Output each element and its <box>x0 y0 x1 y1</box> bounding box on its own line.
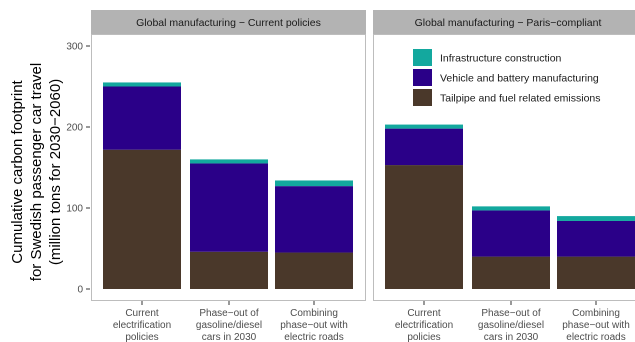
x-tick-label: Combining <box>290 308 338 319</box>
y-axis-title: Cumulative carbon footprint for Swedish … <box>9 63 64 281</box>
facet-strip-title: Global manufacturing − Current policies <box>136 17 321 29</box>
legend-swatch <box>413 69 432 86</box>
x-tick-label: phase−out with <box>562 320 630 331</box>
x-tick-label: cars in 2030 <box>484 332 539 342</box>
facet-strip <box>91 10 366 34</box>
bar-segment <box>275 186 353 253</box>
y-axis-title-line-3: (million tons for 2030−2060) <box>47 79 64 265</box>
bar-segment <box>103 149 181 289</box>
bar-segment <box>557 216 635 221</box>
x-tick-label: Combining <box>572 308 620 319</box>
bar-segment <box>103 82 181 87</box>
facet-strip <box>373 10 635 34</box>
x-tick-label: policies <box>407 332 440 342</box>
x-tick-label: electrification <box>113 320 171 331</box>
bar-segment <box>190 159 268 164</box>
x-tick-label: Phase−out of <box>199 308 258 319</box>
x-tick-label: gasoline/diesel <box>196 320 262 331</box>
legend-swatch <box>413 89 432 106</box>
facet-panel: Global manufacturing − Current policies C… <box>91 10 366 342</box>
facet-strip-title: Global manufacturing − Paris−compliant <box>415 17 602 29</box>
x-tick-label: phase−out with <box>280 320 348 331</box>
x-tick-label: electrification <box>395 320 453 331</box>
y-tick-label: 200 <box>66 123 83 134</box>
bar-segment <box>472 256 550 289</box>
bar-segment <box>190 251 268 289</box>
legend-label: Tailpipe and fuel related emissions <box>440 93 601 105</box>
bar-segment <box>472 206 550 211</box>
y-axis-title-line-2: for Swedish passenger car travel <box>28 63 45 281</box>
y-tick-label: 100 <box>66 204 83 215</box>
x-tick-label: electric roads <box>566 332 625 342</box>
legend: Infrastructure construction Vehicle and b… <box>413 49 601 106</box>
bar-segment <box>385 165 463 289</box>
legend-label: Infrastructure construction <box>440 53 562 65</box>
x-tick-label: cars in 2030 <box>202 332 257 342</box>
facet-panel: Global manufacturing − Paris−compliant Cu… <box>373 10 635 342</box>
y-tick-label: 300 <box>66 42 83 53</box>
x-tick-label: electric roads <box>284 332 343 342</box>
bar-segment <box>190 163 268 252</box>
bar-segment <box>275 252 353 289</box>
bar-segment <box>557 256 635 289</box>
bar-segment <box>103 86 181 150</box>
bar-segment <box>385 124 463 129</box>
bar-segment <box>385 128 463 166</box>
legend-swatch <box>413 49 432 66</box>
x-tick-label: gasoline/diesel <box>478 320 544 331</box>
y-tick-label: 0 <box>77 285 83 296</box>
legend-label: Vehicle and battery manufacturing <box>440 73 599 85</box>
bar-segment <box>557 220 635 257</box>
bar-segment <box>275 180 353 187</box>
x-tick-label: policies <box>125 332 158 342</box>
x-tick-label: Phase−out of <box>481 308 540 319</box>
y-axis-title-line-1: Cumulative carbon footprint <box>9 79 26 263</box>
bar-segment <box>472 210 550 257</box>
x-tick-label: Current <box>407 308 441 319</box>
y-axis: 0 100 200 300 <box>66 42 90 296</box>
x-tick-label: Current <box>125 308 159 319</box>
facet-panels: Global manufacturing − Current policies C… <box>91 10 635 342</box>
